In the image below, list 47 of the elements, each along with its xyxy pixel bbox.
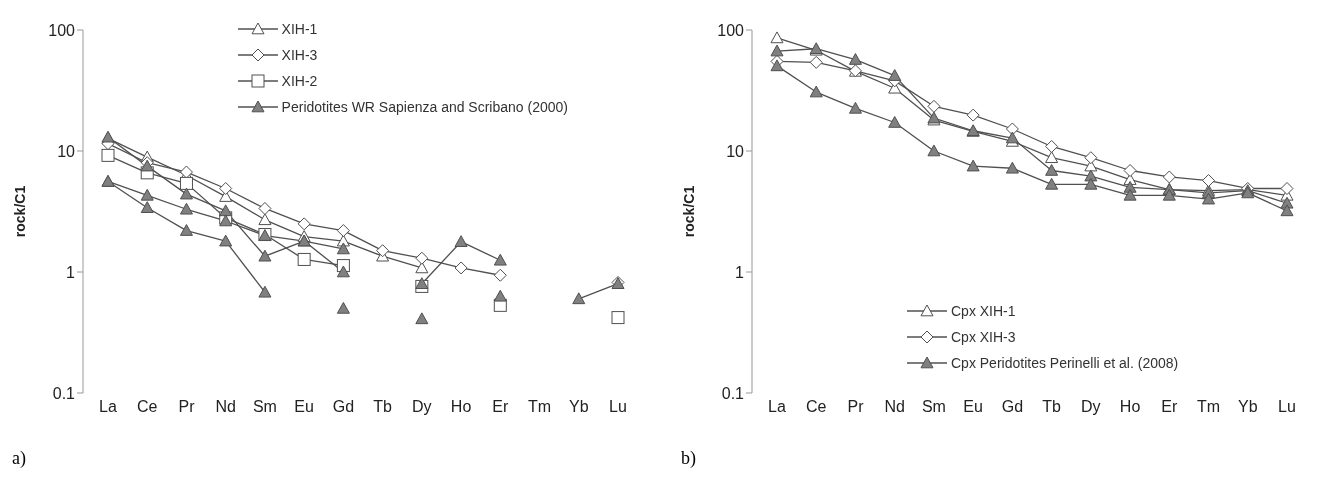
- legend-label: XIH-3: [281, 47, 318, 63]
- x-tick-label: Lu: [609, 398, 627, 416]
- y-tick-label: 0.1: [721, 384, 745, 402]
- x-tick-label: Ho: [450, 398, 472, 416]
- x-tick-label: Sm: [921, 398, 946, 416]
- x-tick-label: Tb: [373, 398, 393, 416]
- x-tick-label: Ce: [137, 398, 158, 416]
- x-tick-label: Eu: [963, 398, 983, 416]
- legend-label: Cpx XIH-3: [951, 329, 1016, 345]
- x-tick-label: La: [768, 398, 786, 416]
- x-tick-label: Gd: [332, 398, 355, 416]
- y-tick-label: 10: [57, 142, 76, 160]
- legend-label: Peridotites WR Sapienza and Scribano (2000): [281, 99, 568, 115]
- x-tick-label: Tm: [1196, 398, 1221, 416]
- x-tick-label: Tb: [1042, 398, 1062, 416]
- x-tick-label: Yb: [568, 398, 589, 416]
- x-tick-label: Dy: [412, 398, 432, 416]
- x-tick-label: Tm: [527, 398, 552, 416]
- y-tick-label: 0.1: [52, 384, 76, 402]
- y-axis-title: rock/C1: [11, 185, 28, 238]
- legend-label: Cpx Peridotites Perinelli et al. (2008): [951, 355, 1179, 371]
- x-tick-label: Nd: [884, 398, 905, 416]
- legend-label: XIH-2: [281, 73, 318, 89]
- y-axis-title: rock/C1: [680, 185, 697, 238]
- x-tick-label: Er: [492, 398, 509, 416]
- y-tick-label: 100: [48, 21, 76, 39]
- x-tick-label: Pr: [847, 398, 865, 416]
- y-tick-label: 1: [66, 263, 76, 281]
- x-tick-label: Ce: [806, 398, 827, 416]
- x-tick-label: Eu: [294, 398, 314, 416]
- x-tick-label: Nd: [215, 398, 236, 416]
- x-tick-label: Lu: [1278, 398, 1296, 416]
- legend-label: XIH-1: [281, 21, 318, 37]
- x-tick-label: Ho: [1119, 398, 1141, 416]
- x-tick-label: Pr: [178, 398, 196, 416]
- text: b): [681, 448, 696, 469]
- y-tick-label: 100: [717, 21, 745, 39]
- x-tick-label: Dy: [1081, 398, 1101, 416]
- x-tick-label: Sm: [252, 398, 277, 416]
- text: a): [12, 448, 26, 469]
- x-tick-label: Gd: [1001, 398, 1024, 416]
- y-tick-label: 10: [726, 142, 745, 160]
- legend-label: Cpx XIH-1: [951, 303, 1016, 319]
- x-tick-label: Er: [1161, 398, 1178, 416]
- x-tick-label: Yb: [1237, 398, 1258, 416]
- x-tick-label: La: [99, 398, 117, 416]
- y-tick-label: 1: [735, 263, 745, 281]
